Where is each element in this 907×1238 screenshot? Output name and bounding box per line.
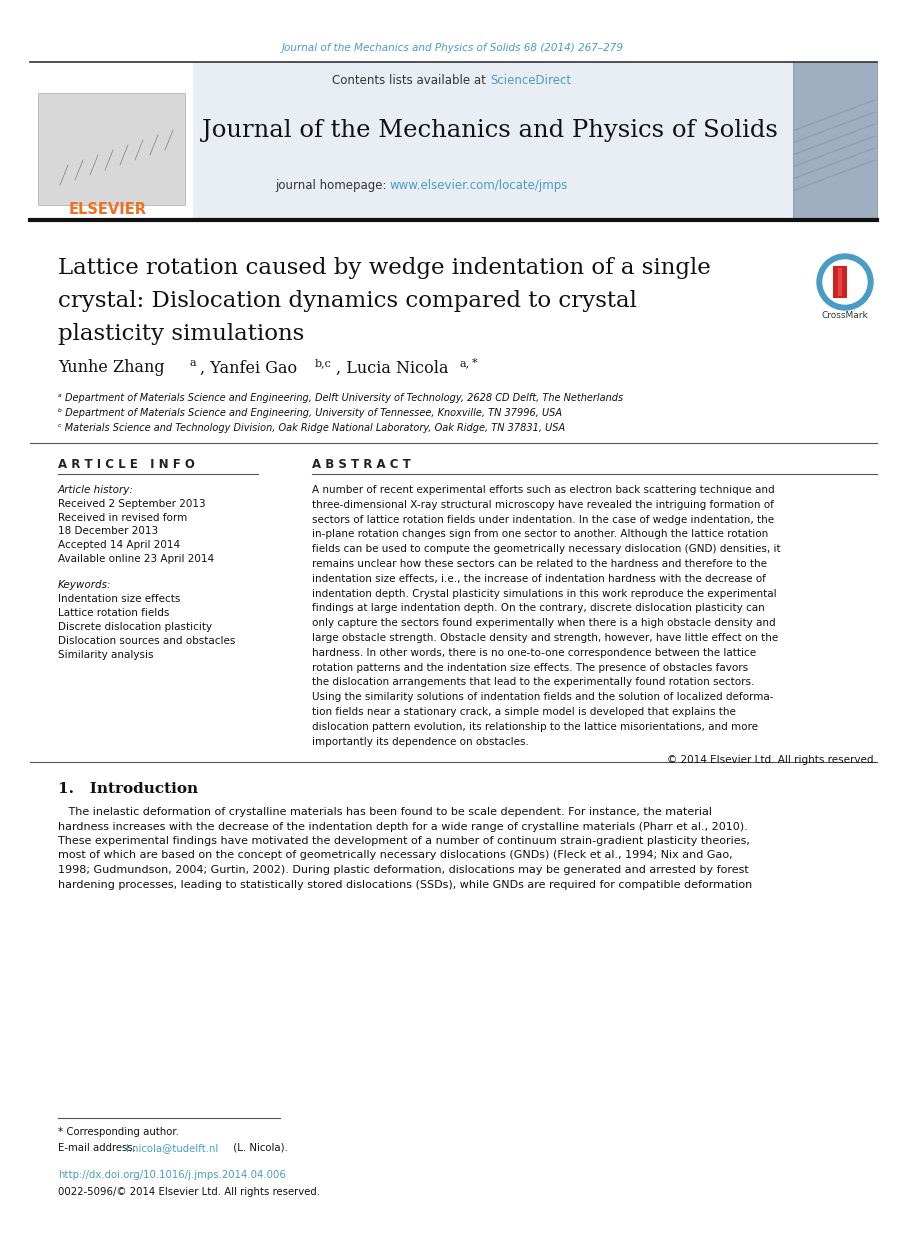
Text: Keywords:: Keywords:	[58, 579, 112, 591]
Text: a: a	[190, 358, 197, 368]
Text: * Corresponding author.: * Corresponding author.	[58, 1127, 179, 1136]
Text: rotation patterns and the indentation size effects. The presence of obstacles fa: rotation patterns and the indentation si…	[312, 662, 748, 672]
Text: ELSEVIER: ELSEVIER	[69, 203, 147, 218]
Text: , Lucia Nicola: , Lucia Nicola	[336, 359, 448, 376]
Text: hardness increases with the decrease of the indentation depth for a wide range o: hardness increases with the decrease of …	[58, 822, 747, 832]
Text: Available online 23 April 2014: Available online 23 April 2014	[58, 553, 214, 565]
Text: ᵇ Department of Materials Science and Engineering, University of Tennessee, Knox: ᵇ Department of Materials Science and En…	[58, 409, 562, 418]
Text: sectors of lattice rotation fields under indentation. In the case of wedge inden: sectors of lattice rotation fields under…	[312, 515, 775, 525]
Text: the dislocation arrangements that lead to the experimentally found rotation sect: the dislocation arrangements that lead t…	[312, 677, 755, 687]
Text: Lattice rotation fields: Lattice rotation fields	[58, 608, 170, 618]
Text: journal homepage:: journal homepage:	[275, 178, 390, 192]
Text: b,c: b,c	[315, 358, 332, 368]
Text: Discrete dislocation plasticity: Discrete dislocation plasticity	[58, 621, 212, 633]
Text: Contents lists available at: Contents lists available at	[332, 73, 490, 87]
Text: only capture the sectors found experimentally when there is a high obstacle dens: only capture the sectors found experimen…	[312, 618, 775, 628]
Circle shape	[823, 260, 867, 305]
Text: Using the similarity solutions of indentation fields and the solution of localiz: Using the similarity solutions of indent…	[312, 692, 774, 702]
Text: (L. Nicola).: (L. Nicola).	[230, 1143, 288, 1153]
Text: Yunhe Zhang: Yunhe Zhang	[58, 359, 165, 376]
Text: crystal: Dislocation dynamics compared to crystal: crystal: Dislocation dynamics compared t…	[58, 290, 637, 312]
Text: Received in revised form: Received in revised form	[58, 513, 187, 522]
Text: CrossMark: CrossMark	[822, 311, 868, 319]
Text: Indentation size effects: Indentation size effects	[58, 594, 180, 604]
Text: indentation size effects, i.e., the increase of indentation hardness with the de: indentation size effects, i.e., the incr…	[312, 573, 766, 584]
Text: l.nicola@tudelft.nl: l.nicola@tudelft.nl	[126, 1143, 219, 1153]
Text: www.elsevier.com/locate/jmps: www.elsevier.com/locate/jmps	[390, 178, 569, 192]
Text: Article history:: Article history:	[58, 485, 134, 495]
Text: http://dx.doi.org/10.1016/j.jmps.2014.04.006: http://dx.doi.org/10.1016/j.jmps.2014.04…	[58, 1170, 286, 1180]
Text: 1.   Introduction: 1. Introduction	[58, 782, 198, 796]
Text: dislocation pattern evolution, its relationship to the lattice misorientations, : dislocation pattern evolution, its relat…	[312, 722, 758, 732]
Text: Lattice rotation caused by wedge indentation of a single: Lattice rotation caused by wedge indenta…	[58, 258, 711, 279]
Bar	[30, 62, 193, 218]
Text: © 2014 Elsevier Ltd. All rights reserved.: © 2014 Elsevier Ltd. All rights reserved…	[668, 755, 877, 765]
Text: importantly its dependence on obstacles.: importantly its dependence on obstacles.	[312, 737, 529, 747]
Text: Accepted 14 April 2014: Accepted 14 April 2014	[58, 540, 180, 550]
Text: 18 December 2013: 18 December 2013	[58, 526, 158, 536]
Text: Journal of the Mechanics and Physics of Solids: Journal of the Mechanics and Physics of …	[202, 119, 778, 141]
Text: *: *	[472, 358, 478, 368]
Text: ScienceDirect: ScienceDirect	[490, 73, 571, 87]
Text: a,: a,	[460, 358, 470, 368]
Bar	[838, 267, 842, 296]
Text: findings at large indentation depth. On the contrary, discrete dislocation plast: findings at large indentation depth. On …	[312, 603, 765, 613]
Text: fields can be used to compute the geometrically necessary dislocation (GND) dens: fields can be used to compute the geomet…	[312, 545, 781, 555]
Text: A B S T R A C T: A B S T R A C T	[312, 458, 411, 472]
Text: 1998; Gudmundson, 2004; Gurtin, 2002). During plastic deformation, dislocations : 1998; Gudmundson, 2004; Gurtin, 2002). D…	[58, 865, 749, 875]
Text: Similarity analysis: Similarity analysis	[58, 650, 153, 660]
Text: plasticity simulations: plasticity simulations	[58, 323, 304, 345]
Text: A number of recent experimental efforts such as electron back scattering techniq: A number of recent experimental efforts …	[312, 485, 775, 495]
Text: The inelastic deformation of crystalline materials has been found to be scale de: The inelastic deformation of crystalline…	[58, 807, 712, 817]
Text: hardening processes, leading to statistically stored dislocations (SSDs), while : hardening processes, leading to statisti…	[58, 879, 752, 889]
Text: A R T I C L E   I N F O: A R T I C L E I N F O	[58, 458, 195, 472]
Bar	[793, 62, 877, 218]
Bar	[833, 266, 847, 298]
Text: ᶜ Materials Science and Technology Division, Oak Ridge National Laboratory, Oak : ᶜ Materials Science and Technology Divis…	[58, 423, 565, 433]
Bar	[38, 93, 185, 206]
Text: ᵃ Department of Materials Science and Engineering, Delft University of Technolog: ᵃ Department of Materials Science and En…	[58, 392, 623, 404]
Text: 0022-5096/© 2014 Elsevier Ltd. All rights reserved.: 0022-5096/© 2014 Elsevier Ltd. All right…	[58, 1187, 320, 1197]
Text: tion fields near a stationary crack, a simple model is developed that explains t: tion fields near a stationary crack, a s…	[312, 707, 736, 717]
Text: indentation depth. Crystal plasticity simulations in this work reproduce the exp: indentation depth. Crystal plasticity si…	[312, 588, 776, 599]
Bar	[30, 62, 877, 218]
Circle shape	[817, 254, 873, 310]
Text: most of which are based on the concept of geometrically necessary dislocations (: most of which are based on the concept o…	[58, 851, 733, 860]
Text: Received 2 September 2013: Received 2 September 2013	[58, 499, 206, 509]
Text: These experimental findings have motivated the development of a number of contin: These experimental findings have motivat…	[58, 836, 750, 846]
Text: three-dimensional X-ray structural microscopy have revealed the intriguing forma: three-dimensional X-ray structural micro…	[312, 500, 774, 510]
Text: , Yanfei Gao: , Yanfei Gao	[200, 359, 297, 376]
Text: E-mail address:: E-mail address:	[58, 1143, 140, 1153]
Text: in-plane rotation changes sign from one sector to another. Although the lattice : in-plane rotation changes sign from one …	[312, 530, 768, 540]
Text: Journal of the Mechanics and Physics of Solids 68 (2014) 267–279: Journal of the Mechanics and Physics of …	[282, 43, 624, 53]
Text: hardness. In other words, there is no one-to-one correspondence between the latt: hardness. In other words, there is no on…	[312, 647, 756, 657]
Text: large obstacle strength. Obstacle density and strength, however, have little eff: large obstacle strength. Obstacle densit…	[312, 633, 778, 643]
Text: remains unclear how these sectors can be related to the hardness and therefore t: remains unclear how these sectors can be…	[312, 560, 767, 569]
Text: Dislocation sources and obstacles: Dislocation sources and obstacles	[58, 636, 236, 646]
